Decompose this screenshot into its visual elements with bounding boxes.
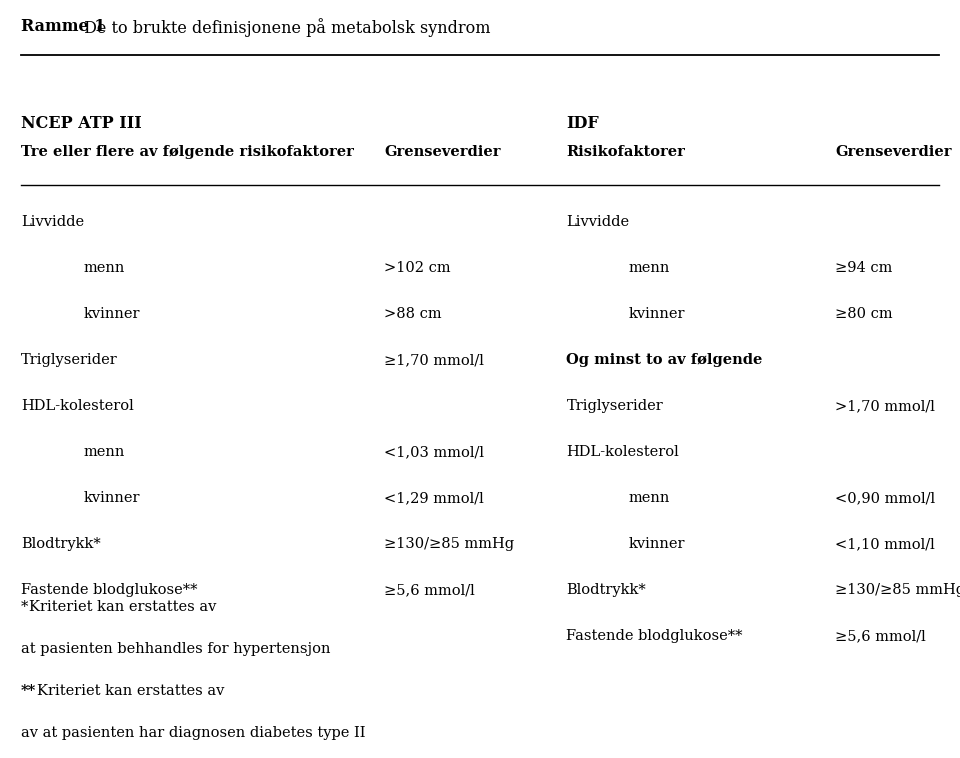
Text: kvinner: kvinner bbox=[629, 307, 685, 321]
Text: menn: menn bbox=[84, 445, 125, 459]
Text: menn: menn bbox=[629, 491, 670, 505]
Text: NCEP ATP III: NCEP ATP III bbox=[21, 115, 142, 132]
Text: ≥5,6 mmol/l: ≥5,6 mmol/l bbox=[384, 583, 475, 597]
Text: Blodtrykk*: Blodtrykk* bbox=[566, 583, 646, 597]
Text: De to brukte definisjonene på metabolsk syndrom: De to brukte definisjonene på metabolsk … bbox=[79, 18, 491, 37]
Text: Grenseverdier: Grenseverdier bbox=[384, 145, 500, 159]
Text: >1,70 mmol/l: >1,70 mmol/l bbox=[835, 399, 935, 413]
Text: ≥94 cm: ≥94 cm bbox=[835, 261, 893, 275]
Text: at pasienten behhandles for hypertensjon: at pasienten behhandles for hypertensjon bbox=[21, 642, 330, 656]
Text: Triglyserider: Triglyserider bbox=[566, 399, 663, 413]
Text: IDF: IDF bbox=[566, 115, 599, 132]
Text: HDL-kolesterol: HDL-kolesterol bbox=[21, 399, 133, 413]
Text: kvinner: kvinner bbox=[84, 307, 140, 321]
Text: HDL-kolesterol: HDL-kolesterol bbox=[566, 445, 679, 459]
Text: Blodtrykk*: Blodtrykk* bbox=[21, 537, 101, 551]
Text: ≥130/≥85 mmHg: ≥130/≥85 mmHg bbox=[835, 583, 960, 597]
Text: Fastende blodglukose**: Fastende blodglukose** bbox=[21, 583, 198, 597]
Text: Livvidde: Livvidde bbox=[566, 215, 630, 229]
Text: ≥130/≥85 mmHg: ≥130/≥85 mmHg bbox=[384, 537, 515, 551]
Text: Risikofaktorer: Risikofaktorer bbox=[566, 145, 685, 159]
Text: Kriteriet kan erstattes av: Kriteriet kan erstattes av bbox=[29, 600, 217, 614]
Text: <1,10 mmol/l: <1,10 mmol/l bbox=[835, 537, 935, 551]
Text: <1,29 mmol/l: <1,29 mmol/l bbox=[384, 491, 484, 505]
Text: <0,90 mmol/l: <0,90 mmol/l bbox=[835, 491, 935, 505]
Text: ≥80 cm: ≥80 cm bbox=[835, 307, 893, 321]
Text: av at pasienten har diagnosen diabetes type II: av at pasienten har diagnosen diabetes t… bbox=[21, 726, 366, 740]
Text: Grenseverdier: Grenseverdier bbox=[835, 145, 951, 159]
Text: ≥5,6 mmol/l: ≥5,6 mmol/l bbox=[835, 629, 926, 643]
Text: *: * bbox=[21, 600, 29, 614]
Text: Og minst to av følgende: Og minst to av følgende bbox=[566, 353, 763, 367]
Text: <1,03 mmol/l: <1,03 mmol/l bbox=[384, 445, 484, 459]
Text: menn: menn bbox=[84, 261, 125, 275]
Text: Fastende blodglukose**: Fastende blodglukose** bbox=[566, 629, 743, 643]
Text: ≥1,70 mmol/l: ≥1,70 mmol/l bbox=[384, 353, 484, 367]
Text: >88 cm: >88 cm bbox=[384, 307, 442, 321]
Text: menn: menn bbox=[629, 261, 670, 275]
Text: kvinner: kvinner bbox=[84, 491, 140, 505]
Text: >102 cm: >102 cm bbox=[384, 261, 450, 275]
Text: Kriteriet kan erstattes av: Kriteriet kan erstattes av bbox=[37, 684, 225, 698]
Text: Livvidde: Livvidde bbox=[21, 215, 84, 229]
Text: Tre eller flere av følgende risikofaktorer: Tre eller flere av følgende risikofaktor… bbox=[21, 145, 354, 159]
Text: kvinner: kvinner bbox=[629, 537, 685, 551]
Text: Triglyserider: Triglyserider bbox=[21, 353, 118, 367]
Text: **: ** bbox=[21, 684, 36, 698]
Text: Ramme 1: Ramme 1 bbox=[21, 18, 106, 35]
